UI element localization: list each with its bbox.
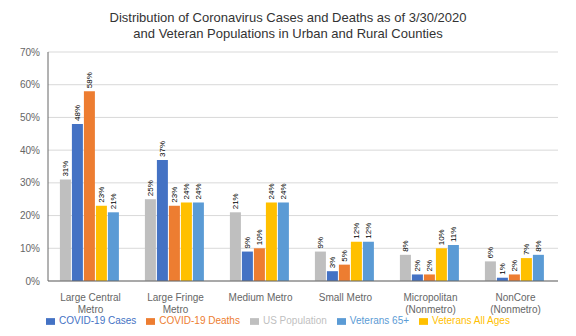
html-text:COVID-19 Cases: COVID-19 Cases <box>59 315 137 326</box>
svg-text:37%: 37% <box>158 141 167 157</box>
svg-text:6%: 6% <box>486 247 495 259</box>
svg-text:48%: 48% <box>73 105 82 121</box>
svg-text:21%: 21% <box>231 193 240 209</box>
svg-text:8%: 8% <box>401 240 410 252</box>
svg-text:24%: 24% <box>194 183 203 199</box>
html-text:US Population: US Population <box>262 315 327 326</box>
svg-text:23%: 23% <box>97 187 106 203</box>
html-text:COVID-19 Deaths: COVID-19 Deaths <box>159 315 240 326</box>
svg-text:24%: 24% <box>267 183 276 199</box>
svg-text:2%: 2% <box>425 260 434 272</box>
svg-text:21%: 21% <box>109 193 118 209</box>
html-text:Veterans All Ages: Veterans All Ages <box>432 315 510 326</box>
svg-text:Micropolitan(Nonmetro): Micropolitan(Nonmetro) <box>404 292 458 315</box>
svg-text:2%: 2% <box>413 260 422 272</box>
html-text:Distribution of Coronavirus Ca: Distribution of Coronavirus Cases and De… <box>109 10 467 25</box>
svg-text:8%: 8% <box>534 240 543 252</box>
svg-text:1%: 1% <box>498 263 507 275</box>
svg-text:24%: 24% <box>182 183 191 199</box>
svg-text:Large CentralMetro: Large CentralMetro <box>60 292 121 315</box>
svg-text:24%: 24% <box>279 183 288 199</box>
html-text:and Veteran Populations in Urb: and Veteran Populations in Urban and Rur… <box>133 26 443 41</box>
html-text:Veterans 65+: Veterans 65+ <box>349 315 410 326</box>
svg-text:60%: 60% <box>20 79 40 90</box>
svg-text:31%: 31% <box>61 161 70 177</box>
svg-text:11%: 11% <box>449 227 458 242</box>
svg-text:50%: 50% <box>20 112 40 123</box>
svg-text:10%: 10% <box>20 243 40 254</box>
svg-text:20%: 20% <box>20 210 40 221</box>
svg-text:9%: 9% <box>243 237 252 249</box>
svg-text:Medium Metro: Medium Metro <box>229 292 293 303</box>
svg-text:30%: 30% <box>20 177 40 188</box>
svg-text:Large FringeMetro: Large FringeMetro <box>147 292 204 315</box>
svg-text:25%: 25% <box>146 180 155 196</box>
svg-text:10%: 10% <box>437 229 446 245</box>
svg-text:9%: 9% <box>316 237 325 249</box>
svg-text:5%: 5% <box>340 250 349 262</box>
svg-text:10%: 10% <box>255 229 264 245</box>
svg-text:NonCore(Nonmetro): NonCore(Nonmetro) <box>490 292 541 315</box>
svg-text:3%: 3% <box>328 257 337 269</box>
svg-text:40%: 40% <box>20 145 40 156</box>
svg-text:23%: 23% <box>170 187 179 203</box>
svg-text:12%: 12% <box>364 223 373 239</box>
svg-text:7%: 7% <box>522 244 531 256</box>
svg-text:58%: 58% <box>85 72 94 88</box>
svg-text:2%: 2% <box>510 260 519 272</box>
svg-text:12%: 12% <box>352 223 361 239</box>
svg-text:Small Metro: Small Metro <box>319 292 373 303</box>
svg-text:0%: 0% <box>26 276 41 287</box>
svg-text:70%: 70% <box>20 47 40 58</box>
